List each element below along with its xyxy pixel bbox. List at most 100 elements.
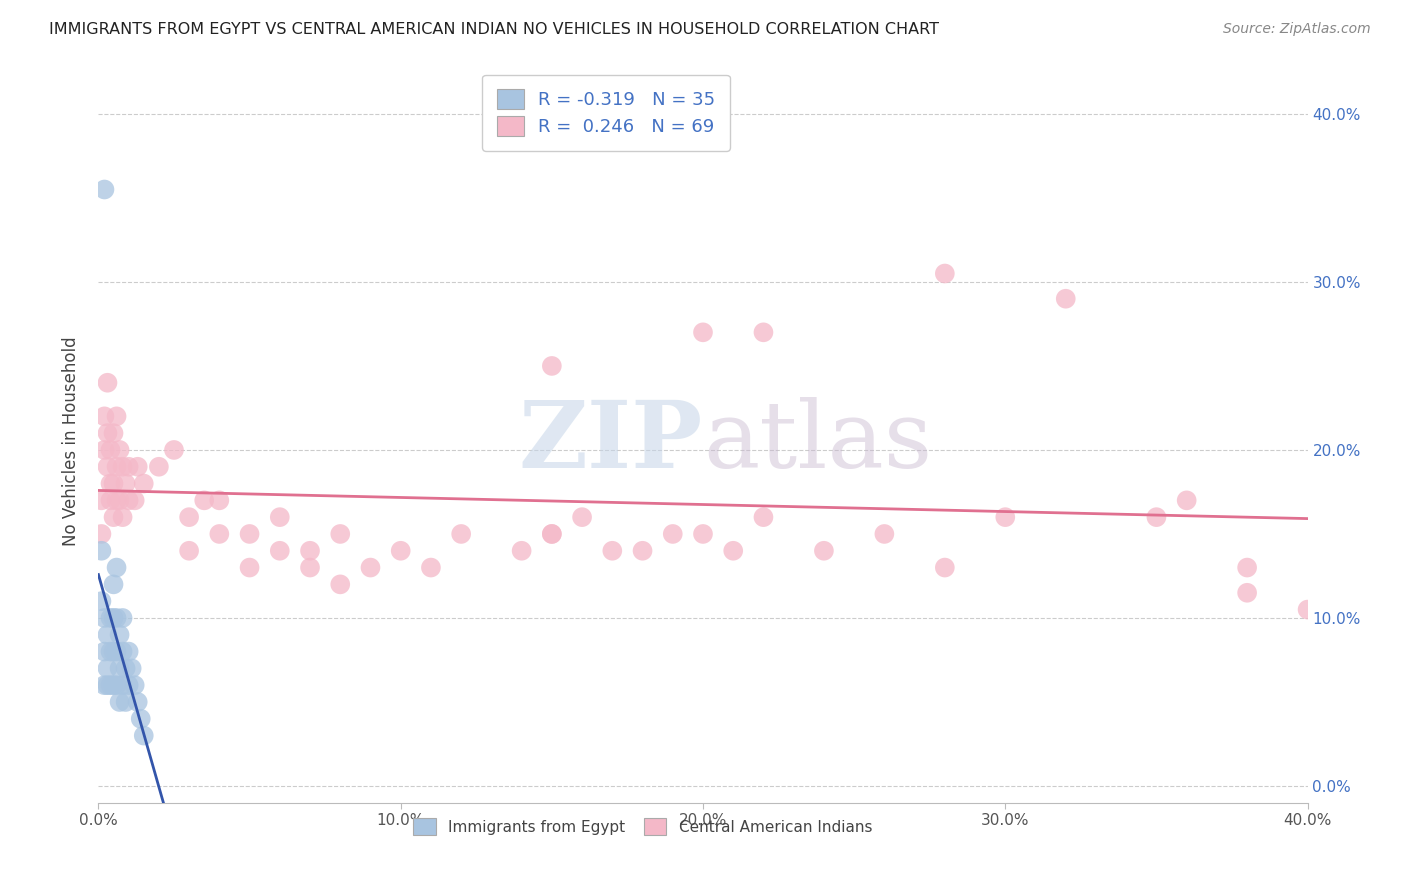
Point (934, 267, 956, 281)
Point (114, 661, 136, 675)
Point (1054, 292, 1077, 306)
Point (90, 527, 112, 541)
Point (299, 543, 322, 558)
Point (208, 527, 231, 541)
Point (111, 459, 134, 474)
Point (105, 678, 128, 692)
Point (1175, 493, 1198, 508)
Point (193, 493, 215, 508)
Point (269, 510, 291, 524)
Point (96, 661, 118, 675)
Text: IMMIGRANTS FROM EGYPT VS CENTRAL AMERICAN INDIAN NO VEHICLES IN HOUSEHOLD CORREL: IMMIGRANTS FROM EGYPT VS CENTRAL AMERICA… (49, 22, 939, 37)
Point (129, 712, 152, 726)
Point (100, 644, 122, 658)
Point (105, 611, 128, 625)
Point (723, 543, 745, 558)
Point (114, 695, 136, 709)
Point (100, 611, 122, 625)
Point (450, 527, 472, 541)
Point (692, 326, 714, 340)
Point (602, 543, 624, 558)
Point (108, 695, 131, 709)
Point (329, 577, 352, 591)
Point (90, 594, 112, 608)
Point (571, 510, 593, 524)
Point (111, 678, 134, 692)
Point (163, 442, 186, 457)
Point (124, 678, 146, 692)
Point (510, 543, 533, 558)
Point (239, 527, 262, 541)
Point (1144, 510, 1167, 524)
Point (103, 678, 125, 692)
Point (111, 510, 134, 524)
Point (934, 560, 956, 574)
Point (179, 543, 201, 558)
Point (132, 476, 155, 491)
Point (360, 560, 382, 574)
Point (299, 560, 322, 574)
Point (100, 493, 122, 508)
Point (105, 644, 128, 658)
Point (118, 459, 141, 474)
Point (96, 426, 118, 441)
Text: Source: ZipAtlas.com: Source: ZipAtlas.com (1223, 22, 1371, 37)
Point (540, 527, 562, 541)
Text: ZIP: ZIP (519, 397, 703, 486)
Point (103, 510, 125, 524)
Point (692, 527, 714, 541)
Point (93, 182, 115, 196)
Point (118, 678, 141, 692)
Point (540, 527, 562, 541)
Point (121, 661, 143, 675)
Point (752, 510, 775, 524)
Point (118, 493, 141, 508)
Point (239, 560, 262, 574)
Point (108, 628, 131, 642)
Point (108, 442, 131, 457)
Point (103, 644, 125, 658)
Point (752, 326, 775, 340)
Point (1236, 560, 1258, 574)
Point (111, 644, 134, 658)
Point (813, 543, 835, 558)
Point (420, 560, 443, 574)
Point (105, 459, 128, 474)
Point (111, 611, 134, 625)
Point (114, 476, 136, 491)
Point (118, 644, 141, 658)
Point (93, 409, 115, 424)
Point (96, 459, 118, 474)
Point (127, 459, 149, 474)
Point (179, 510, 201, 524)
Point (96, 678, 118, 692)
Point (1236, 586, 1258, 600)
Point (389, 543, 412, 558)
Point (127, 695, 149, 709)
Point (93, 611, 115, 625)
Point (103, 426, 125, 441)
Point (124, 493, 146, 508)
Text: atlas: atlas (703, 397, 932, 486)
Point (90, 543, 112, 558)
Point (108, 661, 131, 675)
Point (329, 527, 352, 541)
Point (93, 678, 115, 692)
Point (93, 644, 115, 658)
Point (105, 493, 128, 508)
Point (105, 560, 128, 574)
Point (100, 442, 122, 457)
Point (100, 678, 122, 692)
Point (269, 543, 291, 558)
Point (93, 442, 115, 457)
Point (148, 459, 170, 474)
Point (96, 376, 118, 390)
Point (100, 476, 122, 491)
Point (103, 577, 125, 591)
Point (873, 527, 896, 541)
Point (994, 510, 1017, 524)
Y-axis label: No Vehicles in Household: No Vehicles in Household (62, 336, 80, 547)
Point (103, 476, 125, 491)
Point (132, 729, 155, 743)
Point (105, 409, 128, 424)
